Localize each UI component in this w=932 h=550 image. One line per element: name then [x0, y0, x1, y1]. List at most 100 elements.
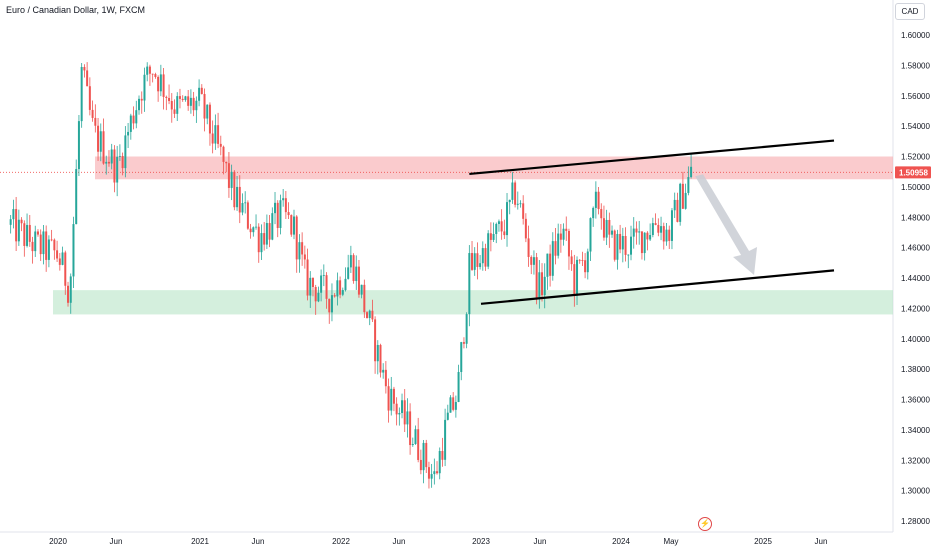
- candle-up: [80, 67, 83, 122]
- candle-down: [88, 86, 91, 110]
- candle-down: [31, 241, 34, 252]
- candle-down: [363, 284, 366, 313]
- candle-down: [613, 230, 616, 260]
- candle-down: [107, 161, 110, 164]
- candle-down: [97, 125, 100, 152]
- candle-down: [140, 98, 143, 101]
- candle-down: [157, 76, 160, 92]
- candle-down: [384, 369, 387, 387]
- candle-down: [23, 223, 26, 246]
- candle-down: [668, 229, 671, 241]
- candle-down: [276, 202, 279, 228]
- candle-down: [681, 183, 684, 209]
- x-tick-label: 2023: [472, 537, 490, 546]
- upper-trendline: [469, 139, 835, 176]
- candle-down: [366, 312, 369, 318]
- y-tick-label: 1.52000: [901, 153, 930, 162]
- candle-down: [522, 203, 525, 219]
- candle-up: [135, 110, 138, 124]
- y-tick-label: 1.58000: [901, 61, 930, 70]
- x-tick-label: 2022: [332, 537, 350, 546]
- candle-up: [684, 192, 687, 209]
- resistance-zone: [95, 156, 893, 180]
- candle-up: [508, 199, 511, 203]
- y-tick-label: 1.38000: [901, 365, 930, 374]
- candle-down: [219, 143, 222, 147]
- candle-down: [301, 242, 304, 255]
- candle-down: [541, 272, 544, 296]
- candle-down: [559, 233, 562, 240]
- x-tick-label: Jun: [110, 537, 123, 546]
- candle-up: [159, 74, 162, 92]
- y-tick-label: 1.42000: [901, 304, 930, 313]
- candle-up: [347, 267, 350, 279]
- candle-up: [398, 412, 401, 415]
- candle-down: [246, 202, 249, 229]
- y-tick-label: 1.44000: [901, 274, 930, 283]
- candle-down: [417, 429, 420, 460]
- candle-up: [255, 226, 258, 228]
- candle-down: [635, 228, 638, 233]
- candle-up: [543, 276, 546, 296]
- candle-down: [102, 131, 105, 164]
- candle-down: [339, 280, 342, 295]
- candle-up: [143, 74, 146, 101]
- candle-up: [632, 228, 635, 237]
- candle-up: [390, 388, 393, 411]
- candle-down: [203, 93, 206, 119]
- candle-down: [181, 98, 184, 100]
- candle-down: [67, 285, 70, 303]
- candle-up: [473, 253, 476, 270]
- candle-down: [387, 386, 390, 411]
- candle-up: [12, 209, 15, 220]
- candle-up: [551, 241, 554, 276]
- currency-button[interactable]: CAD: [895, 3, 925, 20]
- candle-down: [290, 215, 293, 235]
- candle-down: [436, 471, 439, 474]
- candle-up: [433, 471, 436, 475]
- candle-up: [630, 236, 633, 255]
- candle-up: [487, 233, 490, 267]
- candle-up: [532, 257, 535, 265]
- candle-down: [268, 223, 271, 240]
- y-tick-label: 1.60000: [901, 31, 930, 40]
- candle-down: [527, 238, 530, 257]
- candle-down: [425, 442, 428, 468]
- candle-down: [567, 230, 570, 257]
- lightning-icon[interactable]: ⚡: [698, 517, 712, 531]
- candle-up: [355, 266, 358, 282]
- candle-up: [660, 226, 663, 233]
- y-tick-label: 1.46000: [901, 244, 930, 253]
- candle-up: [495, 223, 498, 235]
- candle-down: [295, 216, 298, 260]
- candle-down: [441, 451, 444, 460]
- candle-up: [317, 292, 320, 302]
- current-price-tag: [895, 166, 931, 179]
- candle-down: [28, 224, 31, 242]
- candle-up: [506, 202, 509, 236]
- candle-down: [581, 260, 584, 261]
- candle-down: [325, 275, 328, 299]
- candle-up: [468, 253, 471, 315]
- candle-down: [178, 96, 181, 99]
- candle-down: [514, 182, 517, 205]
- x-tick-label: Jun: [393, 537, 406, 546]
- y-tick-label: 1.36000: [901, 396, 930, 405]
- candle-up: [349, 255, 352, 268]
- candle-up: [189, 97, 192, 106]
- candle-down: [94, 117, 97, 126]
- x-tick-label: May: [663, 537, 678, 546]
- candle-up: [651, 223, 654, 236]
- candle-down: [654, 223, 657, 225]
- candle-up: [260, 233, 263, 253]
- candle-down: [619, 233, 622, 250]
- x-tick-label: 2025: [754, 537, 772, 546]
- candle-up: [17, 219, 20, 242]
- x-tick-label: Jun: [252, 537, 265, 546]
- candle-up: [430, 474, 433, 479]
- candle-up: [414, 429, 417, 444]
- candle-up: [465, 314, 468, 344]
- candle-up: [198, 87, 201, 101]
- x-tick-label: Jun: [534, 537, 547, 546]
